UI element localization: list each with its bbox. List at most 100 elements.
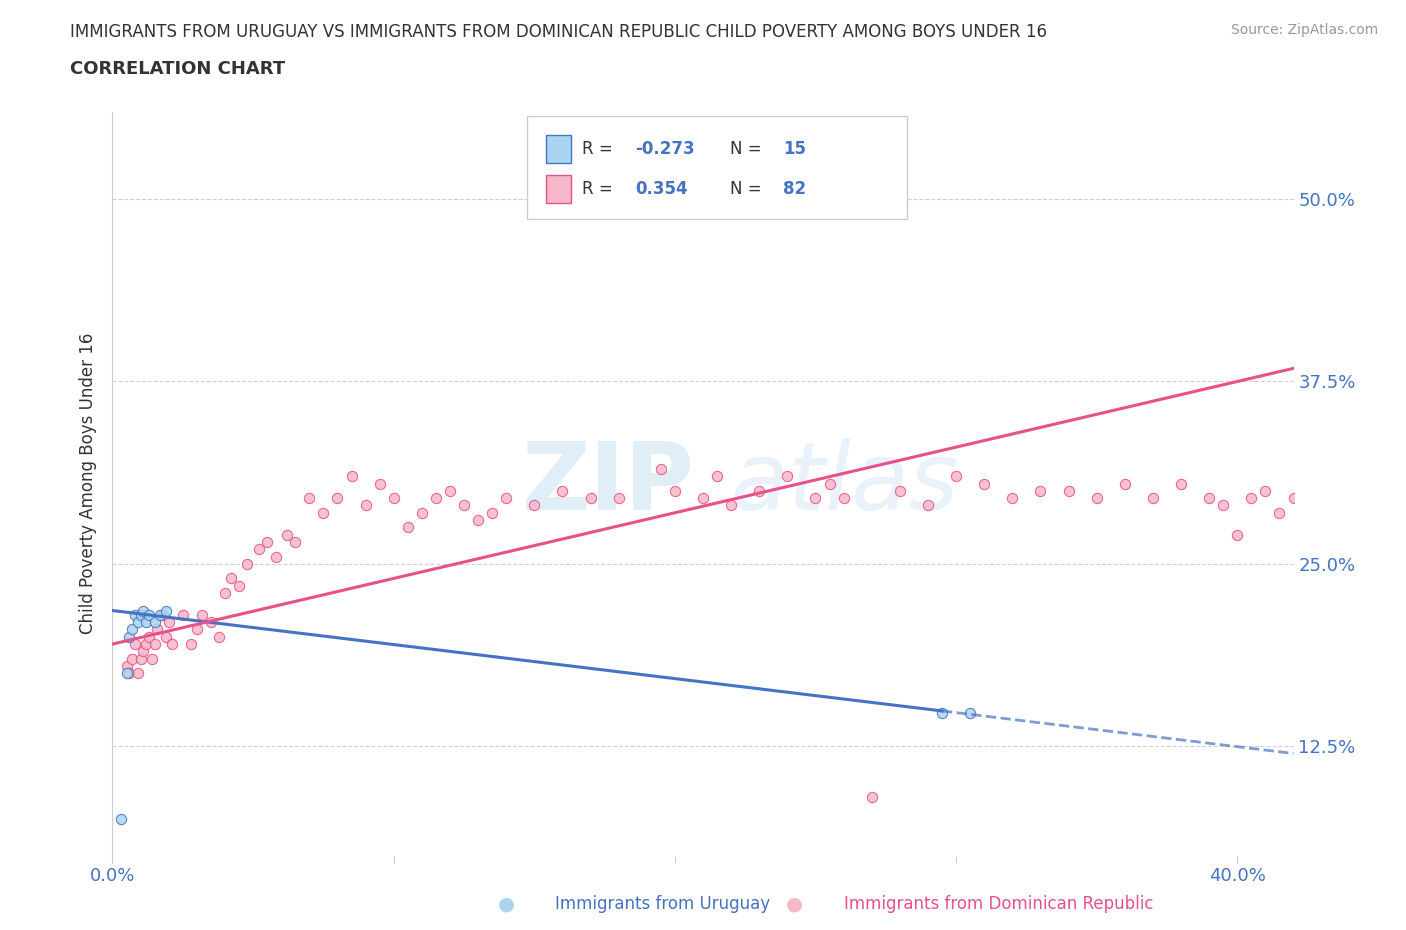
Point	[115, 658, 138, 673]
Point	[396, 520, 419, 535]
Point	[467, 512, 489, 527]
Point	[1142, 491, 1164, 506]
Text: Source: ZipAtlas.com: Source: ZipAtlas.com	[1230, 23, 1378, 37]
Point	[256, 535, 278, 550]
Point	[832, 491, 855, 506]
Point	[264, 549, 287, 564]
Point	[152, 607, 174, 622]
Point	[425, 491, 447, 506]
Point	[1268, 505, 1291, 520]
Point	[284, 535, 307, 550]
Text: 82: 82	[783, 179, 806, 198]
Point	[214, 586, 236, 601]
Point	[1324, 491, 1347, 506]
Point	[143, 615, 166, 630]
Point	[804, 491, 827, 506]
Point	[312, 505, 335, 520]
Point	[368, 476, 391, 491]
Text: N =: N =	[730, 140, 766, 158]
Point	[124, 607, 146, 622]
Point	[1310, 505, 1333, 520]
Point	[276, 527, 298, 542]
Point	[1057, 484, 1080, 498]
Point	[155, 603, 177, 618]
Point	[228, 578, 250, 593]
Point	[146, 622, 169, 637]
Point	[607, 491, 630, 506]
Point	[1296, 476, 1319, 491]
Point	[973, 476, 995, 491]
Point	[172, 607, 194, 622]
Point	[132, 603, 155, 618]
Point	[1254, 484, 1277, 498]
Point	[706, 469, 728, 484]
Point	[208, 630, 231, 644]
Point	[1029, 484, 1052, 498]
Point	[180, 637, 202, 652]
Point	[127, 615, 149, 630]
Point	[1212, 498, 1234, 513]
Point	[326, 491, 349, 506]
Text: R =: R =	[582, 140, 619, 158]
Point	[860, 790, 883, 804]
Point	[200, 615, 222, 630]
Text: ●: ●	[786, 895, 803, 913]
Point	[149, 607, 172, 622]
Text: ●: ●	[498, 895, 515, 913]
Point	[191, 607, 214, 622]
Text: CORRELATION CHART: CORRELATION CHART	[70, 60, 285, 78]
Point	[889, 484, 911, 498]
Point	[1114, 476, 1136, 491]
Point	[523, 498, 546, 513]
Point	[110, 812, 132, 827]
Point	[135, 637, 157, 652]
Point	[720, 498, 742, 513]
Point	[219, 571, 242, 586]
Point	[945, 469, 967, 484]
Point	[340, 469, 363, 484]
Point	[1001, 491, 1024, 506]
Text: R =: R =	[582, 179, 619, 198]
Point	[247, 542, 270, 557]
Point	[129, 651, 152, 666]
Point	[155, 630, 177, 644]
Point	[748, 484, 770, 498]
Point	[551, 484, 574, 498]
Point	[1170, 476, 1192, 491]
Point	[138, 630, 160, 644]
Point	[298, 491, 321, 506]
Point	[129, 607, 152, 622]
Point	[411, 505, 433, 520]
Point	[917, 498, 939, 513]
Point	[453, 498, 475, 513]
Text: 0.354: 0.354	[636, 179, 688, 198]
Point	[143, 637, 166, 652]
Point	[115, 666, 138, 681]
Point	[118, 666, 141, 681]
Point	[157, 615, 180, 630]
Text: ZIP: ZIP	[522, 438, 695, 529]
Point	[186, 622, 208, 637]
Text: -0.273: -0.273	[636, 140, 695, 158]
Point	[132, 644, 155, 658]
Point	[135, 615, 157, 630]
Point	[818, 476, 841, 491]
Point	[382, 491, 405, 506]
Point	[579, 491, 602, 506]
Point	[692, 491, 714, 506]
Point	[1198, 491, 1220, 506]
Point	[138, 607, 160, 622]
Point	[1282, 491, 1305, 506]
Point	[127, 666, 149, 681]
Point	[141, 651, 163, 666]
Text: 15: 15	[783, 140, 806, 158]
Point	[664, 484, 686, 498]
Text: Immigrants from Uruguay: Immigrants from Uruguay	[555, 895, 770, 913]
Text: Immigrants from Dominican Republic: Immigrants from Dominican Republic	[844, 895, 1153, 913]
Point	[124, 637, 146, 652]
Point	[1226, 527, 1249, 542]
Point	[1085, 491, 1108, 506]
Point	[650, 461, 672, 476]
Text: IMMIGRANTS FROM URUGUAY VS IMMIGRANTS FROM DOMINICAN REPUBLIC CHILD POVERTY AMON: IMMIGRANTS FROM URUGUAY VS IMMIGRANTS FR…	[70, 23, 1047, 41]
Y-axis label: Child Poverty Among Boys Under 16: Child Poverty Among Boys Under 16	[79, 333, 97, 634]
